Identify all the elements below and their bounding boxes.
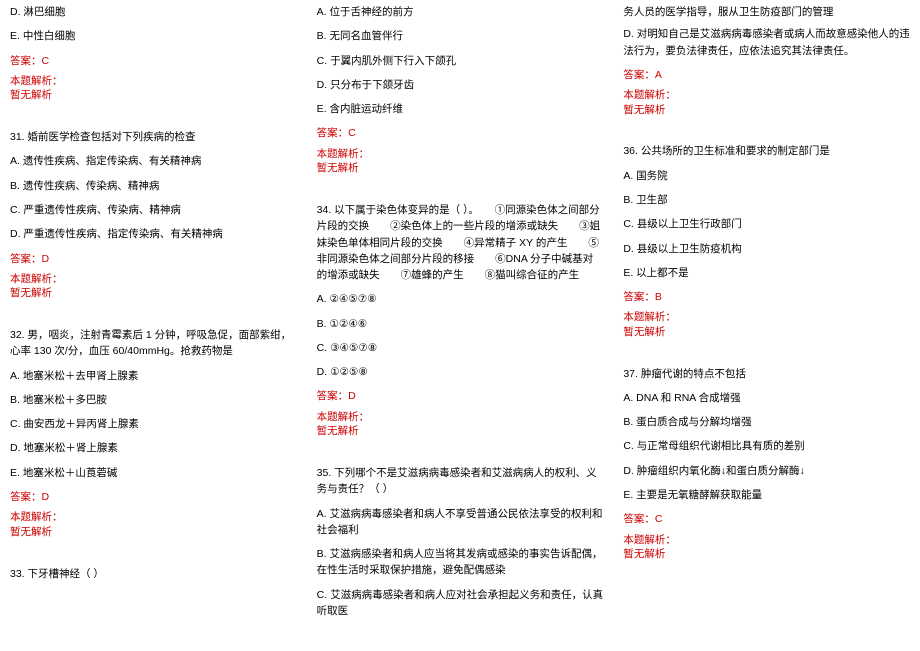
- q35-analysis-none: 暂无解析: [623, 103, 910, 118]
- q31-opt-a: A. 遗传性疾病、指定传染病、有关精神病: [10, 153, 297, 169]
- q36-opt-d: D. 县级以上卫生防疫机构: [623, 241, 910, 257]
- q31-text: 31. 婚前医学检查包括对下列疾病的检查: [10, 129, 297, 145]
- q36-opt-c: C. 县级以上卫生行政部门: [623, 216, 910, 232]
- q30-opt-e: E. 中性白细胞: [10, 28, 297, 44]
- q36-analysis-none: 暂无解析: [623, 325, 910, 340]
- q35-opt-d: D. 对明知自己是艾滋病病毒感染者或病人而故意感染他人的违法行为，要负法律责任，…: [623, 26, 910, 59]
- q35-text: 35. 下列哪个不是艾滋病病毒感染者和艾滋病病人的权利、义务与责任？（ ）: [317, 465, 604, 498]
- q35-opt-a: A. 艾滋病病毒感染者和病人不享受普通公民依法享受的权利和社会福利: [317, 506, 604, 539]
- q32-analysis-none: 暂无解析: [10, 525, 297, 540]
- q32-opt-d: D. 地塞米松＋肾上腺素: [10, 440, 297, 456]
- q30-opt-d: D. 淋巴细胞: [10, 4, 297, 20]
- q34-analysis-none: 暂无解析: [317, 424, 604, 439]
- q32-text: 32. 男，咽炎，注射青霉素后 1 分钟，呼吸急促，面部紫绀，心率 130 次/…: [10, 327, 297, 360]
- q33-opt-c: C. 于翼内肌外侧下行入下颌孔: [317, 53, 604, 69]
- q32-answer: 答案：D: [10, 489, 297, 505]
- q33-opt-a: A. 位于舌神经的前方: [317, 4, 604, 20]
- q32-opt-e: E. 地塞米松＋山莨菪碱: [10, 465, 297, 481]
- q37-opt-c: C. 与正常母组织代谢相比具有质的差别: [623, 438, 910, 454]
- q30-analysis-label: 本题解析：: [10, 74, 297, 89]
- column-3: 务人员的医学指导，服从卫生防疫部门的管理 D. 对明知自己是艾滋病病毒感染者或病…: [613, 0, 920, 651]
- q34-opt-c: C. ③④⑤⑦⑧: [317, 340, 604, 356]
- q33-opt-b: B. 无同名血管伴行: [317, 28, 604, 44]
- q33-analysis-none: 暂无解析: [317, 161, 604, 176]
- q34-answer: 答案：D: [317, 388, 604, 404]
- q35-opt-c-part1: C. 艾滋病病毒感染者和病人应对社会承担起义务和责任，认真听取医: [317, 587, 604, 620]
- q35-opt-b: B. 艾滋病感染者和病人应当将其发病或感染的事实告诉配偶，在性生活时采取保护措施…: [317, 546, 604, 579]
- q33-text: 33. 下牙槽神经（ ）: [10, 566, 297, 582]
- column-2: A. 位于舌神经的前方 B. 无同名血管伴行 C. 于翼内肌外侧下行入下颌孔 D…: [307, 0, 614, 651]
- q33-analysis-label: 本题解析：: [317, 147, 604, 162]
- q31-opt-d: D. 严重遗传性疾病、指定传染病、有关精神病: [10, 226, 297, 242]
- q31-analysis-label: 本题解析：: [10, 272, 297, 287]
- q30-analysis-none: 暂无解析: [10, 88, 297, 103]
- q36-analysis-label: 本题解析：: [623, 310, 910, 325]
- q31-opt-b: B. 遗传性疾病、传染病、精神病: [10, 178, 297, 194]
- q30-answer: 答案：C: [10, 53, 297, 69]
- q33-opt-e: E. 含内脏运动纤维: [317, 101, 604, 117]
- q36-opt-b: B. 卫生部: [623, 192, 910, 208]
- q36-opt-a: A. 国务院: [623, 168, 910, 184]
- q32-opt-b: B. 地塞米松＋多巴胺: [10, 392, 297, 408]
- q37-answer: 答案：C: [623, 511, 910, 527]
- exam-page: D. 淋巴细胞 E. 中性白细胞 答案：C 本题解析： 暂无解析 31. 婚前医…: [0, 0, 920, 651]
- q31-analysis-none: 暂无解析: [10, 286, 297, 301]
- q33-answer: 答案：C: [317, 125, 604, 141]
- q34-analysis-label: 本题解析：: [317, 410, 604, 425]
- q35-opt-c-cont: 务人员的医学指导，服从卫生防疫部门的管理: [623, 4, 910, 20]
- q34-opt-b: B. ①②④⑥: [317, 316, 604, 332]
- q31-opt-c: C. 严重遗传性疾病、传染病、精神病: [10, 202, 297, 218]
- q36-text: 36. 公共场所的卫生标准和要求的制定部门是: [623, 143, 910, 159]
- q37-opt-e: E. 主要是无氧糖酵解获取能量: [623, 487, 910, 503]
- q37-text: 37. 肿瘤代谢的特点不包括: [623, 366, 910, 382]
- q35-answer: 答案：A: [623, 67, 910, 83]
- q34-opt-d: D. ①②⑤⑧: [317, 364, 604, 380]
- q34-text: 34. 以下属于染色体变异的是（ ）。 ①同源染色体之间部分片段的交换 ②染色体…: [317, 202, 604, 283]
- q37-opt-b: B. 蛋白质合成与分解均增强: [623, 414, 910, 430]
- q35-analysis-label: 本题解析：: [623, 88, 910, 103]
- q34-opt-a: A. ②④⑤⑦⑧: [317, 291, 604, 307]
- q32-analysis-label: 本题解析：: [10, 510, 297, 525]
- column-1: D. 淋巴细胞 E. 中性白细胞 答案：C 本题解析： 暂无解析 31. 婚前医…: [0, 0, 307, 651]
- q37-analysis-label: 本题解析：: [623, 533, 910, 548]
- q37-opt-d: D. 肿瘤组织内氧化酶↓和蛋白质分解酶↓: [623, 463, 910, 479]
- q33-opt-d: D. 只分布于下颌牙齿: [317, 77, 604, 93]
- q36-opt-e: E. 以上都不是: [623, 265, 910, 281]
- q37-analysis-none: 暂无解析: [623, 547, 910, 562]
- q31-answer: 答案：D: [10, 251, 297, 267]
- q36-answer: 答案：B: [623, 289, 910, 305]
- q32-opt-a: A. 地塞米松＋去甲肾上腺素: [10, 368, 297, 384]
- q32-opt-c: C. 曲安西龙＋异丙肾上腺素: [10, 416, 297, 432]
- q37-opt-a: A. DNA 和 RNA 合成增强: [623, 390, 910, 406]
